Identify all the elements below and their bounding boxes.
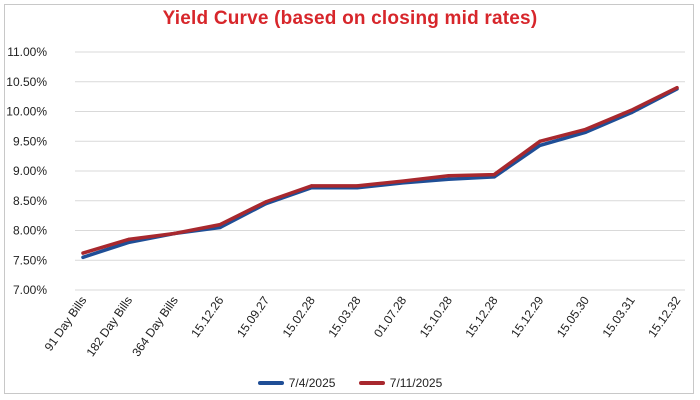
x-tick-label: 15.10.28 — [417, 293, 455, 340]
x-tick-label: 01.07.28 — [371, 293, 409, 340]
legend-item-series-2: 7/11/2025 — [358, 376, 443, 390]
series-2-point — [538, 139, 542, 143]
series-1-point — [538, 143, 542, 147]
series-2-point — [264, 200, 268, 204]
series-1-point — [127, 240, 131, 244]
legend-item-series-1: 7/4/2025 — [257, 376, 336, 390]
x-tick-label: 15.12.26 — [188, 293, 226, 340]
x-tick-label: 15.02.28 — [280, 293, 318, 340]
y-tick-label: 8.00% — [13, 224, 47, 238]
series-2-point — [629, 108, 633, 112]
chart-title: Yield Curve (based on closing mid rates) — [162, 8, 538, 29]
series-2-point — [446, 174, 451, 178]
series-2-point — [309, 184, 314, 188]
y-tick-label: 7.00% — [13, 283, 47, 297]
x-tick-label: 91 Day Bills — [42, 294, 90, 354]
series-2-point — [172, 231, 176, 236]
y-axis: 7.00% 7.50% 8.00% 8.50% 9.00% 9.50% 10.00% 10.5… — [6, 45, 47, 297]
x-tick-label: 364 Day Bills — [129, 294, 181, 359]
x-tick-label: 15.05.30 — [554, 293, 592, 340]
series-2-point — [401, 179, 405, 183]
series-2-point — [492, 173, 496, 177]
series-2-point — [81, 251, 85, 255]
legend-label-series-2: 7/11/2025 — [389, 376, 443, 390]
x-tick-label: 15.12.28 — [462, 293, 500, 340]
y-tick-label: 8.50% — [13, 194, 47, 208]
legend-label-series-1: 7/4/2025 — [288, 376, 336, 390]
y-tick-label: 9.50% — [13, 134, 47, 148]
y-tick-label: 9.00% — [13, 164, 47, 178]
x-tick-label: 15.09.27 — [234, 293, 272, 340]
x-tick-label: 15.12.29 — [508, 293, 546, 340]
legend-swatch-series-2 — [358, 381, 385, 385]
grid-lines — [75, 51, 685, 291]
series-lines — [81, 85, 679, 260]
y-tick-label: 10.50% — [6, 75, 47, 89]
series-1-point — [218, 225, 222, 230]
y-tick-label: 11.00% — [7, 45, 47, 59]
x-tick-label: 182 Day Bills — [84, 294, 136, 359]
legend: 7/4/2025 7/11/2025 — [0, 374, 700, 390]
x-tick-label: 15.03.28 — [325, 293, 363, 340]
series-1-point — [81, 255, 85, 259]
series-2-point — [584, 127, 588, 131]
x-tick-label: 15.03.31 — [600, 293, 638, 340]
y-tick-label: 10.00% — [6, 105, 47, 119]
y-tick-label: 7.50% — [13, 253, 47, 267]
x-tick-label: 15.12.32 — [645, 293, 683, 340]
series-2-point — [675, 86, 679, 90]
series-2-point — [127, 237, 131, 241]
series-2-point — [355, 184, 359, 188]
series-1-point — [446, 177, 451, 181]
legend-swatch-series-1 — [257, 381, 284, 385]
chart-frame — [4, 4, 694, 394]
series-2-point — [218, 223, 222, 227]
series-1-point — [584, 130, 588, 134]
series-line-2 — [81, 85, 679, 255]
